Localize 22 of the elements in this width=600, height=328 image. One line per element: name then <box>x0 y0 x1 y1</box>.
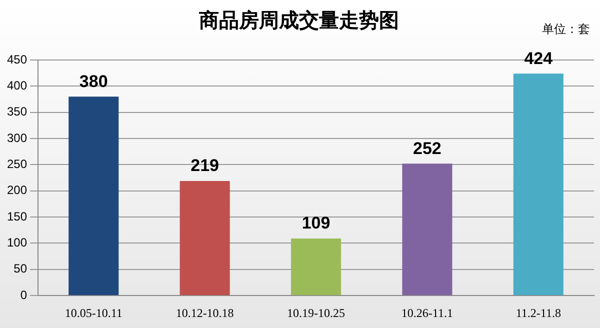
x-tick-label: 10.12-10.18 <box>176 306 234 320</box>
data-label: 219 <box>190 156 220 176</box>
y-tick-label: 200 <box>6 183 28 198</box>
text: 单位：套 <box>542 22 590 36</box>
y-tick-label: 250 <box>6 157 28 172</box>
x-tick-label: 10.05-10.11 <box>64 306 122 320</box>
y-tick-label: 350 <box>6 104 28 119</box>
y-tick-label: 0 <box>20 288 28 302</box>
y-tick-label: 150 <box>6 209 28 224</box>
x-tick-label: 11.2-11.8 <box>516 306 561 320</box>
x-tick-label: 10.19-10.25 <box>287 306 346 320</box>
y-tick-label: 50 <box>14 262 28 276</box>
data-label: 109 <box>302 214 330 233</box>
y-tick-label: 450 <box>6 52 28 66</box>
data-label: 424 <box>524 48 554 68</box>
data-label: 380 <box>79 72 108 91</box>
chart-title: 商品房周成交量走势图 <box>198 8 399 32</box>
x-tick-label: 10.26-11.1 <box>401 306 453 320</box>
y-tick-label: 100 <box>6 236 28 250</box>
y-tick-label: 300 <box>6 130 28 145</box>
data-label: 252 <box>413 138 442 158</box>
y-tick-label: 400 <box>6 78 28 92</box>
